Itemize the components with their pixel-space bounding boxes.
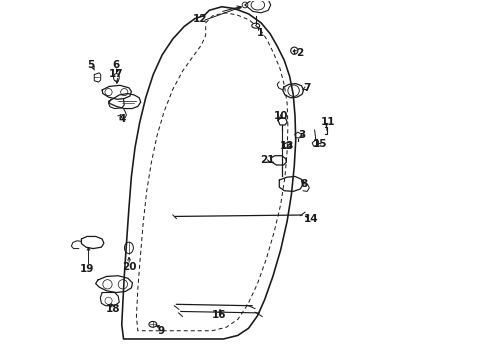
Text: 20: 20	[122, 262, 137, 272]
Text: 11: 11	[320, 117, 335, 127]
Polygon shape	[283, 84, 304, 98]
Text: 19: 19	[80, 264, 94, 274]
Text: 14: 14	[304, 213, 318, 224]
Text: 21: 21	[260, 156, 274, 165]
Polygon shape	[270, 156, 287, 165]
Text: 18: 18	[105, 304, 120, 314]
Text: 1: 1	[256, 28, 264, 38]
Polygon shape	[295, 132, 301, 138]
Polygon shape	[284, 142, 292, 148]
Text: 13: 13	[280, 141, 294, 152]
Polygon shape	[94, 73, 100, 82]
Text: 10: 10	[273, 111, 288, 121]
Text: 9: 9	[158, 326, 165, 336]
Polygon shape	[278, 118, 287, 125]
Text: 4: 4	[118, 113, 125, 123]
Polygon shape	[102, 85, 131, 99]
Text: 8: 8	[300, 179, 308, 189]
Text: 7: 7	[303, 83, 310, 93]
Polygon shape	[72, 241, 81, 249]
Text: 15: 15	[313, 139, 327, 149]
Polygon shape	[109, 94, 141, 109]
Text: 3: 3	[298, 130, 305, 140]
Polygon shape	[245, 0, 270, 13]
Text: 16: 16	[212, 310, 226, 320]
Polygon shape	[100, 293, 119, 306]
Text: 6: 6	[112, 60, 119, 70]
Text: 17: 17	[109, 68, 123, 78]
Polygon shape	[109, 99, 124, 109]
Text: 2: 2	[296, 48, 304, 58]
Text: 12: 12	[193, 14, 208, 24]
Polygon shape	[96, 276, 132, 293]
Polygon shape	[279, 176, 303, 192]
Polygon shape	[81, 237, 104, 249]
Text: 5: 5	[87, 60, 94, 70]
